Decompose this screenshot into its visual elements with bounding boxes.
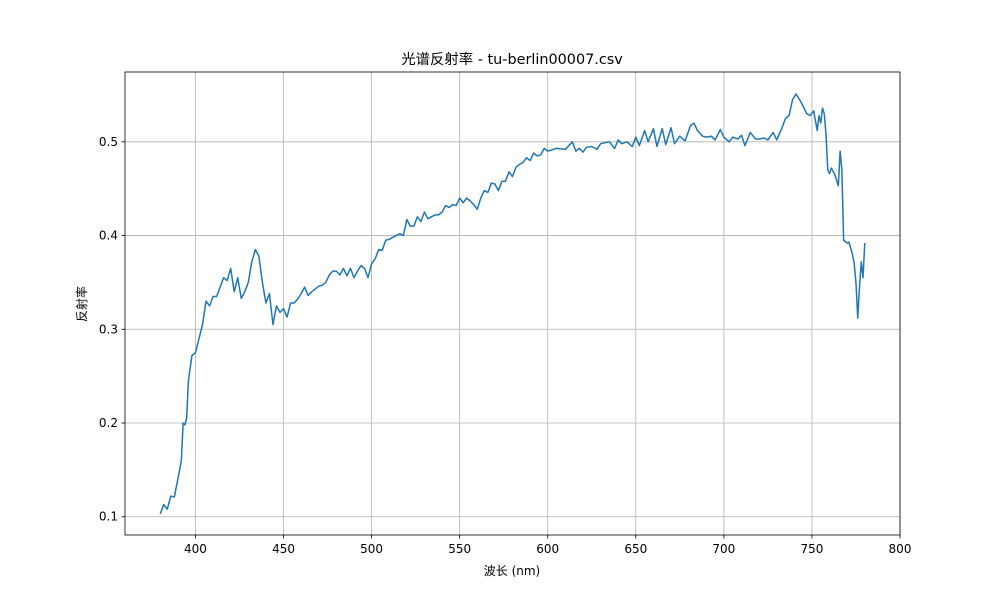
x-tick-label: 500 <box>360 542 383 556</box>
y-axis-label: 反射率 <box>74 286 89 322</box>
x-tick-label: 550 <box>448 542 471 556</box>
x-tick-label: 450 <box>272 542 295 556</box>
y-tick-label: 0.1 <box>99 510 118 524</box>
data-line <box>159 93 866 515</box>
x-tick-label: 400 <box>184 542 207 556</box>
x-tick-label: 700 <box>712 542 735 556</box>
chart-title: 光谱反射率 - tu-berlin00007.csv <box>401 51 623 68</box>
x-tick-label: 650 <box>624 542 647 556</box>
x-axis-label: 波长 (nm) <box>484 564 540 578</box>
plot-frame <box>124 71 901 536</box>
y-tick-label: 0.3 <box>99 322 118 336</box>
x-tick-label: 600 <box>536 542 559 556</box>
x-tick-label: 750 <box>800 542 823 556</box>
y-tick-label: 0.5 <box>99 135 118 149</box>
y-tick-label: 0.2 <box>99 416 118 430</box>
x-tick-label: 800 <box>889 542 912 556</box>
y-tick-label: 0.4 <box>99 229 118 243</box>
